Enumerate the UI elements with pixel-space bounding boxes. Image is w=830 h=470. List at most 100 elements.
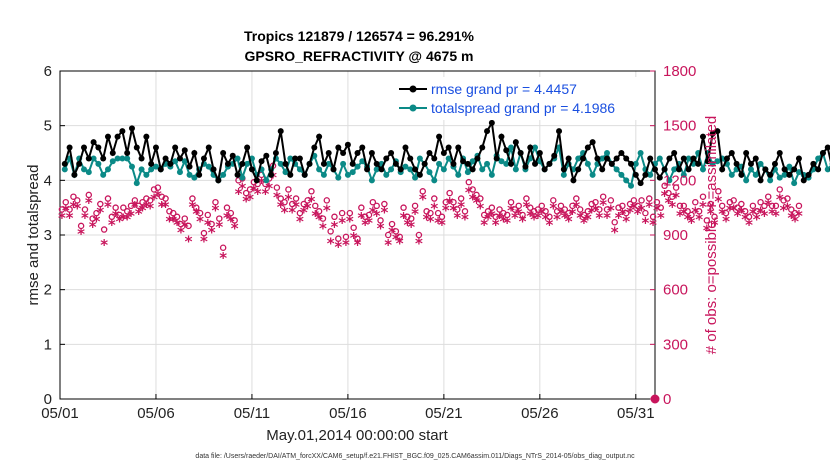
obs-assimilated-point: * [423, 211, 431, 229]
rmse-point [498, 133, 505, 140]
obs-assimilated-point: * [707, 205, 715, 223]
rmse-point [589, 139, 596, 146]
obs-assimilated-point: * [480, 216, 488, 234]
obs-assimilated-point: * [277, 198, 285, 216]
obs-assimilated-point: * [511, 209, 519, 227]
rmse-point [656, 174, 663, 181]
obs-assimilated-point: * [776, 191, 784, 209]
obs-possible-point [630, 197, 638, 204]
y-left-tick-label: 1 [44, 336, 52, 353]
rmse-point [378, 166, 385, 173]
obs-possible-point [753, 208, 760, 215]
obs-possible-point [131, 197, 139, 204]
rmse-point [637, 180, 644, 187]
obs-possible-point [365, 211, 373, 219]
obs-assimilated-point: * [453, 209, 461, 227]
rmse-point [560, 166, 567, 173]
obs-possible-point [461, 208, 469, 215]
rmse-point [196, 171, 203, 178]
totalspread-point [469, 158, 476, 165]
obs-assimilated-point: * [419, 191, 427, 209]
obs-assimilated-point: * [588, 203, 596, 221]
obs-assimilated-point: * [434, 214, 442, 232]
obs-assimilated-point: * [173, 216, 181, 234]
rmse-point [296, 155, 303, 162]
obs-assimilated-point: * [284, 191, 292, 209]
rmse-point [469, 166, 476, 173]
obs-assimilated-point: * [392, 231, 400, 249]
obs-assimilated-point: * [461, 211, 469, 229]
x-tick-label: 05/26 [521, 405, 559, 422]
obs-assimilated-point: * [476, 200, 484, 218]
obs-assimilated-point: * [557, 205, 565, 223]
obs-possible-point [173, 213, 181, 221]
rmse-point [263, 152, 270, 159]
rmse-point [743, 150, 750, 156]
obs-possible-point [638, 197, 645, 204]
totalspread-point [714, 158, 721, 165]
obs-assimilated-point: * [561, 209, 569, 227]
obs-assimilated-point: * [323, 201, 331, 219]
obs-assimilated-point: * [208, 223, 216, 241]
obs-possible-point [492, 213, 499, 221]
totalspread-point [109, 158, 116, 165]
obs-assimilated-point: * [438, 216, 446, 234]
obs-possible-point [657, 204, 665, 211]
rmse-point [200, 155, 207, 162]
obs-possible-point [93, 209, 100, 217]
obs-assimilated-point: * [630, 200, 638, 218]
obs-possible-point [227, 209, 235, 217]
rmse-point [675, 166, 682, 173]
rmse-point [762, 166, 769, 173]
obs-possible-point [85, 191, 93, 199]
obs-possible-point [546, 213, 553, 221]
rmse-point [152, 144, 159, 151]
obs-assimilated-point: * [246, 191, 254, 209]
obs-possible-point [680, 202, 688, 210]
rmse-point [301, 171, 308, 178]
rmse-point [594, 155, 601, 162]
obs-possible-point [442, 198, 450, 206]
rmse-point [551, 152, 558, 159]
rmse-point [628, 160, 635, 167]
obs-possible-point [431, 195, 438, 202]
obs-possible-point [373, 202, 380, 210]
obs-possible-point [526, 204, 534, 211]
rmse-point [364, 166, 371, 173]
obs-possible-point [62, 198, 70, 206]
obs-assimilated-point: * [192, 205, 200, 223]
y-right-tick-label: 1800 [663, 63, 696, 80]
obs-assimilated-point: * [427, 212, 435, 230]
obs-assimilated-point: * [615, 209, 623, 227]
obs-assimilated-point: * [380, 203, 388, 221]
rmse-point [575, 166, 582, 173]
rmse-point [157, 166, 164, 173]
rmse-point [244, 144, 251, 151]
obs-assimilated-point: * [684, 211, 692, 229]
y-right-tick-label: 900 [663, 227, 688, 244]
totalspread-point [488, 171, 495, 178]
obs-possible-point [242, 189, 250, 197]
obs-possible-point [392, 228, 400, 235]
rmse-point [455, 144, 462, 151]
obs-assimilated-point: * [142, 198, 150, 216]
rmse-point [695, 160, 702, 167]
y-right-tick-label: 600 [663, 282, 688, 299]
rmse-point [642, 171, 649, 178]
rmse-point [503, 147, 510, 154]
totalspread-point [100, 171, 107, 178]
rmse-point [416, 171, 423, 178]
rmse-point [723, 155, 730, 162]
obs-possible-point [116, 211, 123, 219]
obs-possible-point [81, 206, 89, 213]
obs-assimilated-point: * [565, 212, 573, 230]
obs-possible-point [557, 202, 565, 210]
rmse-point [479, 144, 486, 151]
totalspread-point [340, 160, 347, 167]
obs-possible-point [764, 193, 772, 200]
obs-assimilated-point: * [699, 198, 707, 216]
totalspread-point [560, 171, 567, 178]
obs-assimilated-point: * [196, 212, 204, 230]
rmse-point [709, 130, 716, 137]
rmse-point [460, 158, 467, 165]
